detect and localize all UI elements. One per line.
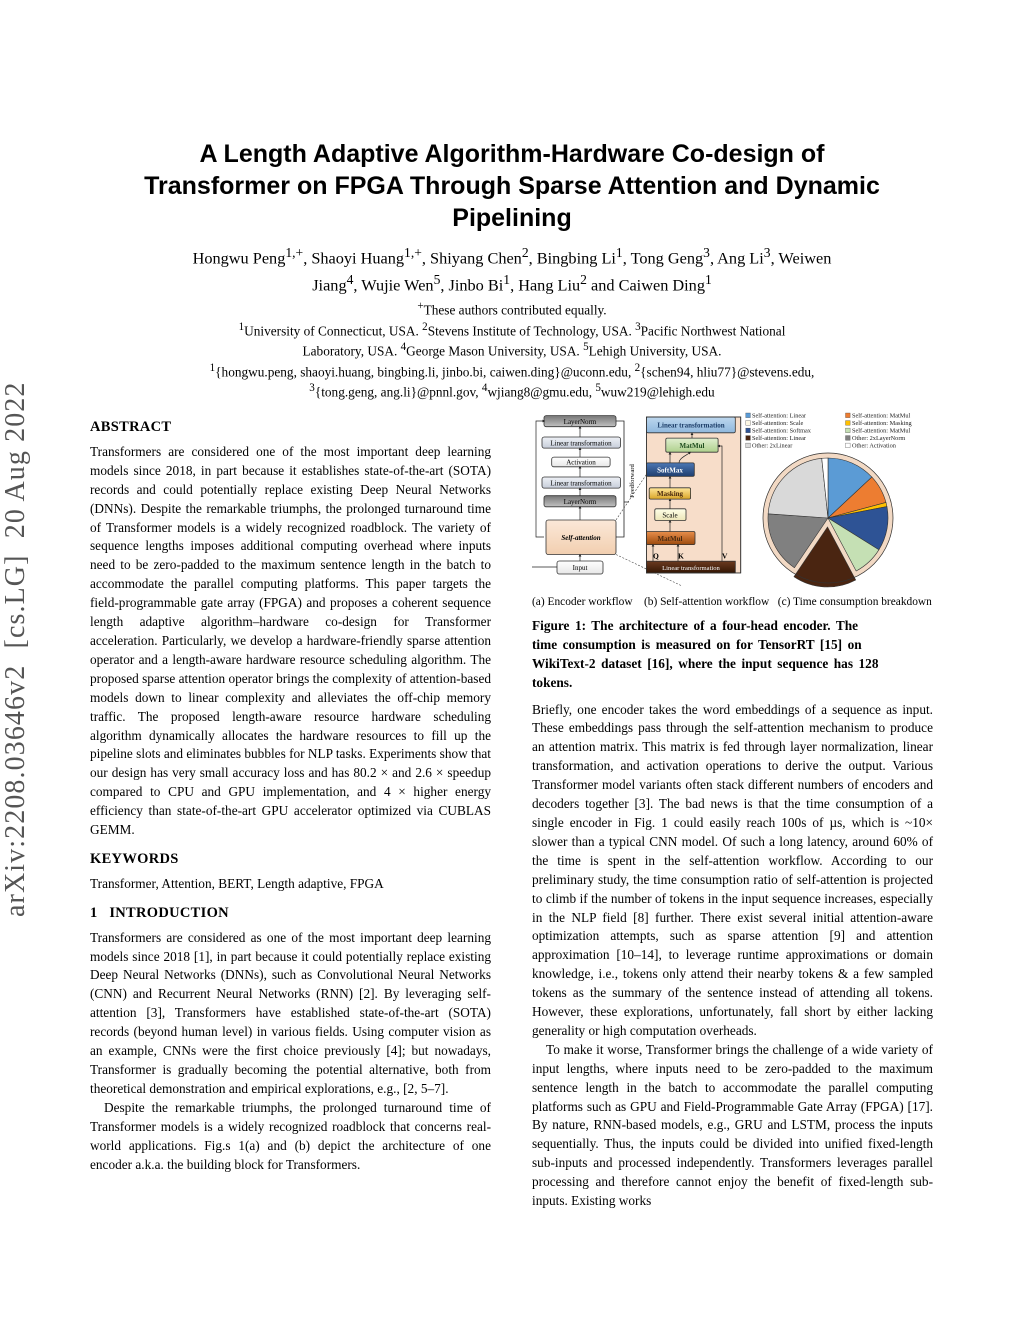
svg-text:Self-attention: Masking: Self-attention: Masking (852, 420, 912, 427)
svg-text:Self-attention: Self-attention (561, 534, 600, 542)
svg-text:LayerNorm: LayerNorm (564, 498, 597, 506)
svg-text:Self-attention: MatMul: Self-attention: MatMul (852, 412, 910, 419)
svg-text:Self-attention: Scale: Self-attention: Scale (752, 420, 803, 427)
svg-text:Input: Input (573, 564, 588, 572)
svg-text:Self-attention: Linear: Self-attention: Linear (752, 435, 807, 442)
svg-text:Other: Activation: Other: Activation (852, 442, 897, 449)
svg-text:Linear transformation: Linear transformation (550, 479, 612, 487)
svg-text:Other: 2xLinear: Other: 2xLinear (752, 442, 793, 449)
svg-text:Linear transformation: Linear transformation (657, 421, 724, 429)
svg-text:Linear transformation: Linear transformation (662, 565, 720, 572)
svg-text:MatMul: MatMul (658, 535, 683, 543)
svg-text:Other: 2xLayerNorm: Other: 2xLayerNorm (852, 435, 905, 442)
svg-text:Self-attention: Linear: Self-attention: Linear (752, 412, 807, 419)
svg-text:Feedforward: Feedforward (629, 463, 636, 497)
svg-text:V: V (722, 552, 728, 561)
svg-text:Scale: Scale (662, 512, 677, 520)
svg-text:LayerNorm: LayerNorm (564, 418, 597, 426)
svg-text:SoftMax: SoftMax (657, 466, 683, 474)
svg-text:MatMul: MatMul (680, 442, 705, 450)
svg-text:Linear transformation: Linear transformation (550, 439, 612, 447)
svg-text:Masking: Masking (657, 490, 684, 498)
svg-text:K: K (678, 552, 684, 561)
svg-text:Self-attention: MatMul: Self-attention: MatMul (852, 427, 910, 434)
svg-text:Q: Q (653, 552, 659, 561)
svg-text:Self-attention: Softmax: Self-attention: Softmax (752, 427, 812, 434)
svg-text:Activation: Activation (566, 459, 596, 467)
